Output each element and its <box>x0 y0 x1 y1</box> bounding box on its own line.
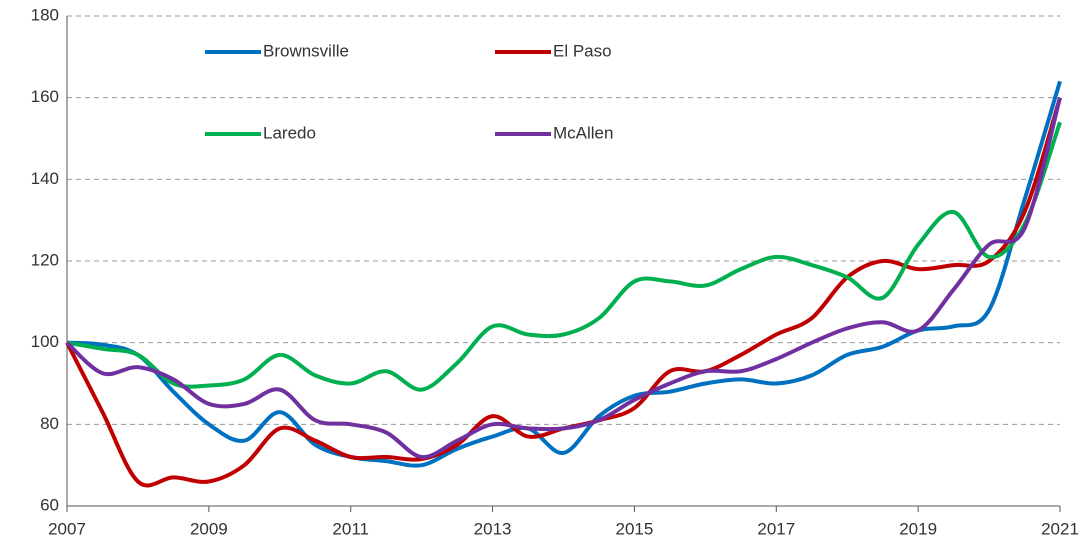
y-tick-label: 180 <box>31 5 59 24</box>
x-tick-label: 2021 <box>1041 519 1079 538</box>
x-tick-label: 2017 <box>757 519 795 538</box>
series-line <box>66 121 1062 392</box>
legend-label: McAllen <box>553 123 613 142</box>
y-tick-label: 140 <box>31 169 59 188</box>
y-tick-label: 80 <box>40 414 59 433</box>
x-tick-label: 2007 <box>48 519 86 538</box>
x-tick-label: 2015 <box>616 519 654 538</box>
y-tick-label: 120 <box>31 250 59 269</box>
x-tick-label: 2013 <box>474 519 512 538</box>
legend-label: Laredo <box>263 123 316 142</box>
y-tick-label: 60 <box>40 495 59 514</box>
x-tick-label: 2009 <box>190 519 228 538</box>
y-tick-label: 160 <box>31 87 59 106</box>
legend-label: Brownsville <box>263 41 349 60</box>
x-tick-label: 2019 <box>899 519 937 538</box>
series-line <box>65 97 1062 460</box>
y-tick-label: 100 <box>31 332 59 351</box>
legend-label: El Paso <box>553 41 612 60</box>
x-tick-label: 2011 <box>332 519 369 538</box>
